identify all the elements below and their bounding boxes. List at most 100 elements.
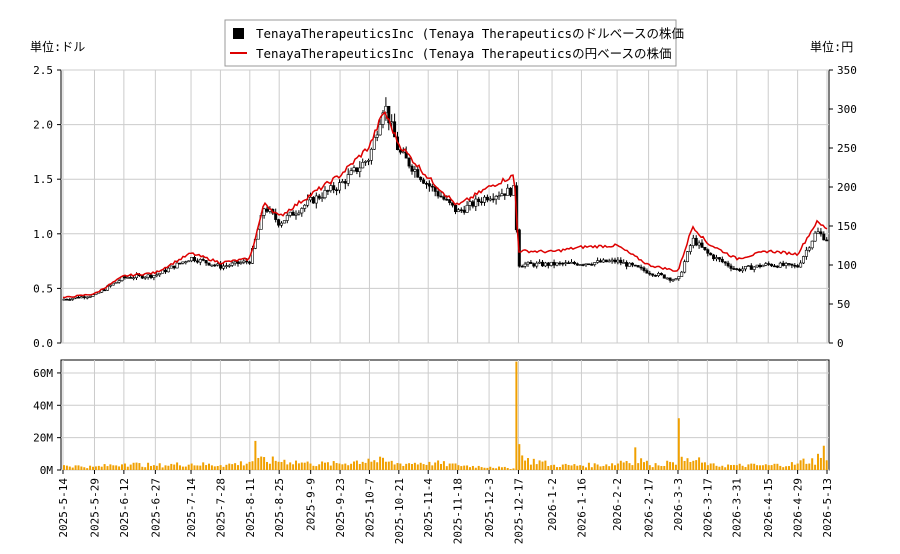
volume-bar — [773, 463, 776, 470]
candle-body — [123, 276, 127, 279]
candle-body — [114, 281, 118, 284]
candle-body — [601, 259, 605, 263]
candle-body — [393, 121, 397, 138]
candle-body — [665, 277, 669, 280]
volume-bar — [405, 463, 408, 470]
volume-bar — [796, 463, 799, 470]
candle-body — [265, 208, 269, 212]
candle-body — [201, 259, 205, 261]
volume-bar — [561, 464, 564, 470]
candle-body — [709, 252, 713, 256]
volume-bar — [376, 462, 379, 470]
y-left-tick-label: 1.5 — [33, 173, 53, 186]
candle-body — [340, 181, 344, 183]
candle-body — [256, 229, 260, 240]
candle-body — [62, 298, 66, 301]
volume-bar — [254, 440, 257, 470]
candle-body — [598, 260, 602, 263]
volume-bar — [756, 465, 759, 470]
x-tick-label: 2025-6-27 — [149, 478, 162, 538]
volume-bar — [582, 465, 585, 470]
volume-bar — [596, 464, 599, 470]
candle-body — [274, 212, 278, 220]
candle-body — [346, 174, 350, 184]
volume-bar — [422, 464, 425, 470]
candle-body — [190, 257, 194, 262]
y-right-tick-label: 200 — [837, 181, 857, 194]
candle-body — [677, 276, 681, 280]
candle-body — [369, 148, 373, 161]
volume-bar — [112, 465, 115, 470]
volume-bar — [735, 465, 738, 470]
volume-bar — [706, 465, 709, 470]
volume-bar — [576, 465, 579, 470]
volume-bar — [71, 467, 74, 470]
volume-bar — [286, 464, 289, 470]
volume-bar — [564, 463, 567, 470]
candle-body — [166, 267, 170, 273]
candle-body — [613, 259, 617, 263]
candle-body — [349, 170, 353, 175]
volume-bar — [759, 465, 761, 470]
volume-tick-label: 60M — [33, 367, 53, 380]
y-left-tick-label: 2.5 — [33, 64, 53, 77]
candle-body — [111, 282, 115, 286]
candle-body — [195, 260, 199, 263]
x-tick-label: 2025-9-23 — [334, 478, 347, 538]
candle-body — [761, 265, 765, 268]
volume-bar — [724, 467, 727, 470]
x-axis: 2025-5-14 2025-5-29 2025-6-12 2025-6-27 2025… — [57, 470, 834, 544]
candle-body — [726, 262, 730, 267]
candle-body — [288, 211, 292, 216]
candle-body — [813, 232, 817, 242]
candle-body — [436, 191, 440, 197]
candle-body — [645, 270, 649, 274]
volume-bar — [196, 465, 199, 470]
volume-bar — [683, 460, 686, 470]
candle-body — [410, 165, 414, 172]
candle-body — [242, 260, 246, 263]
volume-bar — [382, 457, 384, 470]
volume-bar — [541, 461, 544, 470]
volume-bar — [205, 465, 208, 470]
volume-bar — [811, 458, 814, 470]
volume-bar — [556, 467, 558, 470]
candle-body — [619, 259, 623, 264]
volume-bar — [701, 462, 703, 470]
volume-gridlines — [61, 360, 829, 471]
jpy-price-line-layer — [62, 111, 828, 299]
candle-body — [630, 262, 634, 266]
candle-body — [503, 193, 507, 196]
volume-bar — [695, 460, 698, 470]
volume-bar — [585, 467, 587, 470]
candle-body — [291, 211, 295, 216]
volume-bar — [692, 460, 695, 470]
candle-body — [303, 204, 307, 209]
candle-body — [317, 195, 321, 199]
candle-body — [442, 196, 446, 200]
candle-body — [439, 195, 443, 198]
volume-bar — [263, 457, 266, 470]
volume-bar — [199, 465, 202, 470]
volume-bar — [819, 457, 822, 470]
volume-bar — [370, 461, 373, 470]
candle-body — [596, 260, 600, 263]
volume-bar — [135, 462, 138, 470]
volume-bar — [805, 463, 808, 470]
volume-bar — [373, 460, 376, 470]
legend-box — [224, 19, 677, 67]
candle-body — [720, 258, 724, 263]
volume-bar — [77, 465, 80, 470]
price-right-axis: 0 50 100 150 200 250 300 350 — [829, 64, 857, 350]
candle-body — [181, 261, 185, 264]
volume-bar — [94, 466, 97, 470]
volume-bar — [492, 467, 495, 470]
candle-body — [787, 263, 791, 265]
volume-bar — [730, 465, 732, 470]
volume-bar — [181, 466, 184, 470]
candle-body — [68, 299, 72, 301]
candle-body — [320, 197, 324, 200]
volume-bar — [767, 465, 770, 470]
candle-body — [741, 268, 745, 272]
volume-bar — [231, 464, 234, 470]
